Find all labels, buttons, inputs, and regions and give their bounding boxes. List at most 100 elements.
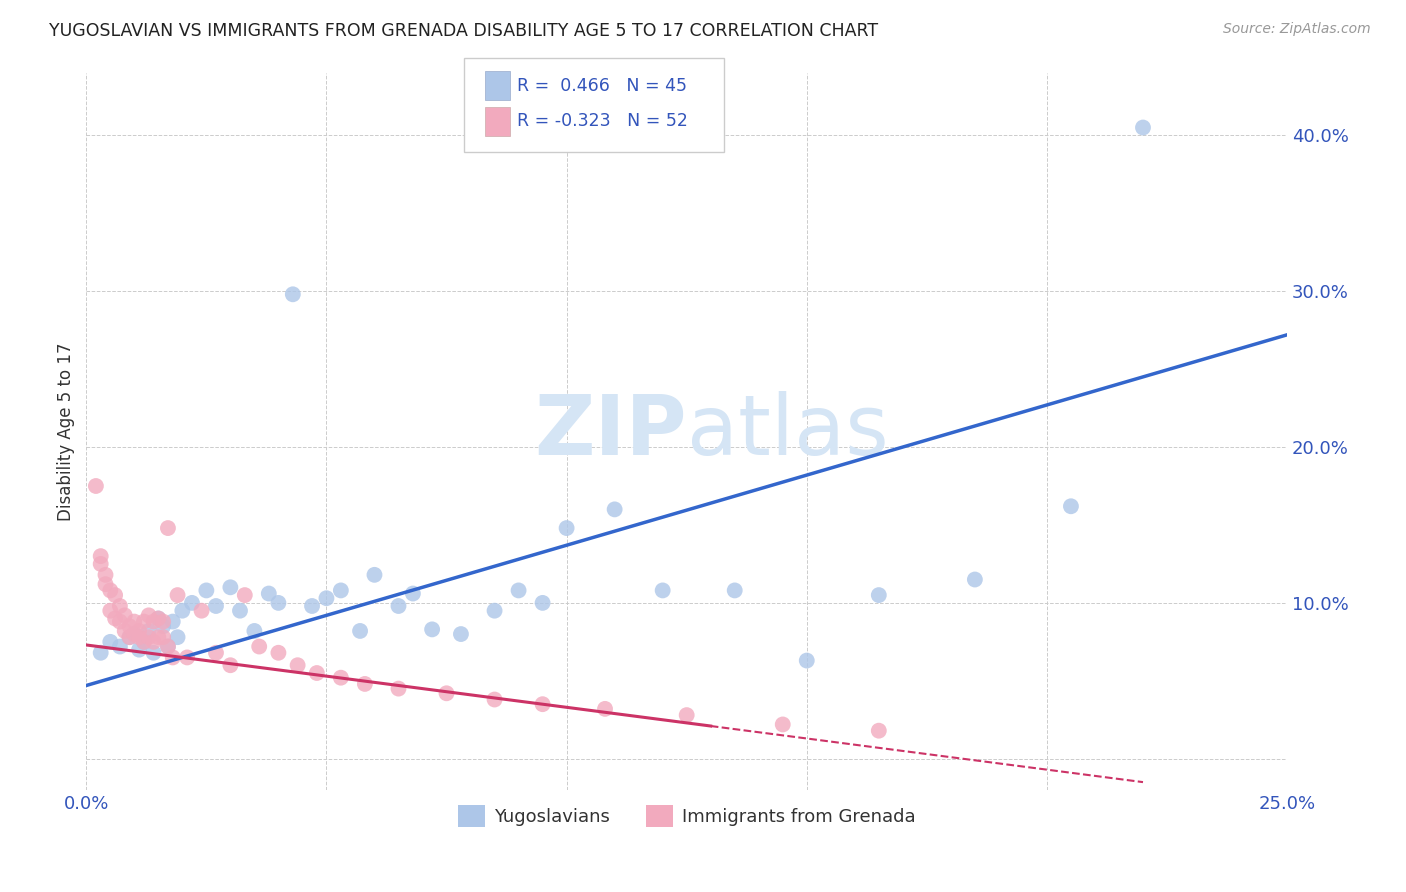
Point bbox=[104, 611, 127, 625]
Point bbox=[156, 640, 179, 654]
Point bbox=[484, 604, 506, 618]
Point bbox=[124, 615, 146, 629]
Point bbox=[651, 583, 673, 598]
Point bbox=[329, 671, 352, 685]
Point bbox=[148, 611, 170, 625]
Point bbox=[219, 580, 242, 594]
Point bbox=[108, 640, 131, 654]
Point bbox=[205, 599, 228, 613]
Point bbox=[152, 630, 174, 644]
Point bbox=[287, 658, 309, 673]
Point bbox=[281, 287, 304, 301]
Point bbox=[128, 624, 150, 638]
Point bbox=[508, 583, 530, 598]
Point bbox=[555, 521, 578, 535]
Point bbox=[315, 591, 337, 606]
Point bbox=[114, 624, 136, 638]
Point bbox=[156, 640, 179, 654]
Point bbox=[132, 615, 155, 629]
Text: atlas: atlas bbox=[686, 391, 889, 472]
Point bbox=[450, 627, 472, 641]
Point bbox=[387, 681, 409, 696]
Point bbox=[868, 588, 890, 602]
Point bbox=[90, 549, 112, 563]
Point bbox=[229, 604, 252, 618]
Point bbox=[138, 608, 160, 623]
Point bbox=[118, 619, 141, 633]
Point bbox=[108, 599, 131, 613]
Text: R = -0.323   N = 52: R = -0.323 N = 52 bbox=[517, 112, 689, 130]
Point bbox=[138, 630, 160, 644]
Point bbox=[98, 604, 121, 618]
Point bbox=[148, 630, 170, 644]
Point bbox=[172, 604, 194, 618]
Point bbox=[132, 635, 155, 649]
Point bbox=[108, 615, 131, 629]
Point bbox=[128, 630, 150, 644]
Point bbox=[138, 624, 160, 638]
Point bbox=[257, 586, 280, 600]
Point bbox=[142, 635, 165, 649]
Point bbox=[195, 583, 218, 598]
Point bbox=[219, 658, 242, 673]
Point bbox=[868, 723, 890, 738]
Point bbox=[1132, 120, 1154, 135]
Point bbox=[349, 624, 371, 638]
Point bbox=[247, 640, 270, 654]
Text: R =  0.466   N = 45: R = 0.466 N = 45 bbox=[517, 77, 688, 95]
Point bbox=[90, 557, 112, 571]
Point bbox=[181, 596, 204, 610]
Point bbox=[772, 717, 794, 731]
Point bbox=[963, 573, 986, 587]
Point bbox=[84, 479, 107, 493]
Point bbox=[329, 583, 352, 598]
Point bbox=[796, 654, 818, 668]
Point bbox=[363, 567, 385, 582]
Point bbox=[132, 635, 155, 649]
Text: Source: ZipAtlas.com: Source: ZipAtlas.com bbox=[1223, 22, 1371, 37]
Point bbox=[603, 502, 626, 516]
Point bbox=[205, 646, 228, 660]
Point bbox=[124, 627, 146, 641]
Point bbox=[402, 586, 425, 600]
Point bbox=[724, 583, 747, 598]
Point bbox=[142, 646, 165, 660]
Legend: Yugoslavians, Immigrants from Grenada: Yugoslavians, Immigrants from Grenada bbox=[450, 798, 922, 835]
Point bbox=[152, 619, 174, 633]
Point bbox=[243, 624, 266, 638]
Point bbox=[1060, 500, 1083, 514]
Point bbox=[152, 615, 174, 629]
Point bbox=[166, 630, 188, 644]
Point bbox=[98, 635, 121, 649]
Point bbox=[675, 708, 697, 723]
Point bbox=[176, 650, 198, 665]
Point bbox=[90, 646, 112, 660]
Point bbox=[118, 630, 141, 644]
Point bbox=[387, 599, 409, 613]
Point bbox=[104, 588, 127, 602]
Point bbox=[118, 630, 141, 644]
Point bbox=[94, 567, 117, 582]
Point bbox=[148, 611, 170, 625]
Point bbox=[190, 604, 212, 618]
Point bbox=[94, 577, 117, 591]
Point bbox=[124, 627, 146, 641]
Point bbox=[420, 623, 443, 637]
Point bbox=[267, 646, 290, 660]
Point bbox=[531, 697, 554, 711]
Point bbox=[128, 642, 150, 657]
Text: ZIP: ZIP bbox=[534, 391, 686, 472]
Point bbox=[166, 588, 188, 602]
Point bbox=[156, 521, 179, 535]
Point bbox=[301, 599, 323, 613]
Point bbox=[531, 596, 554, 610]
Point bbox=[98, 583, 121, 598]
Point bbox=[142, 615, 165, 629]
Point bbox=[354, 677, 377, 691]
Point bbox=[162, 615, 184, 629]
Point bbox=[593, 702, 616, 716]
Point bbox=[114, 608, 136, 623]
Point bbox=[162, 650, 184, 665]
Point bbox=[436, 686, 458, 700]
Point bbox=[233, 588, 256, 602]
